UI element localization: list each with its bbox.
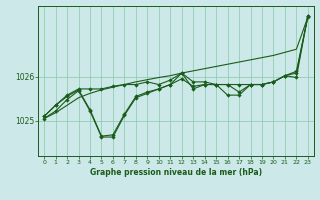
X-axis label: Graphe pression niveau de la mer (hPa): Graphe pression niveau de la mer (hPa) [90,168,262,177]
